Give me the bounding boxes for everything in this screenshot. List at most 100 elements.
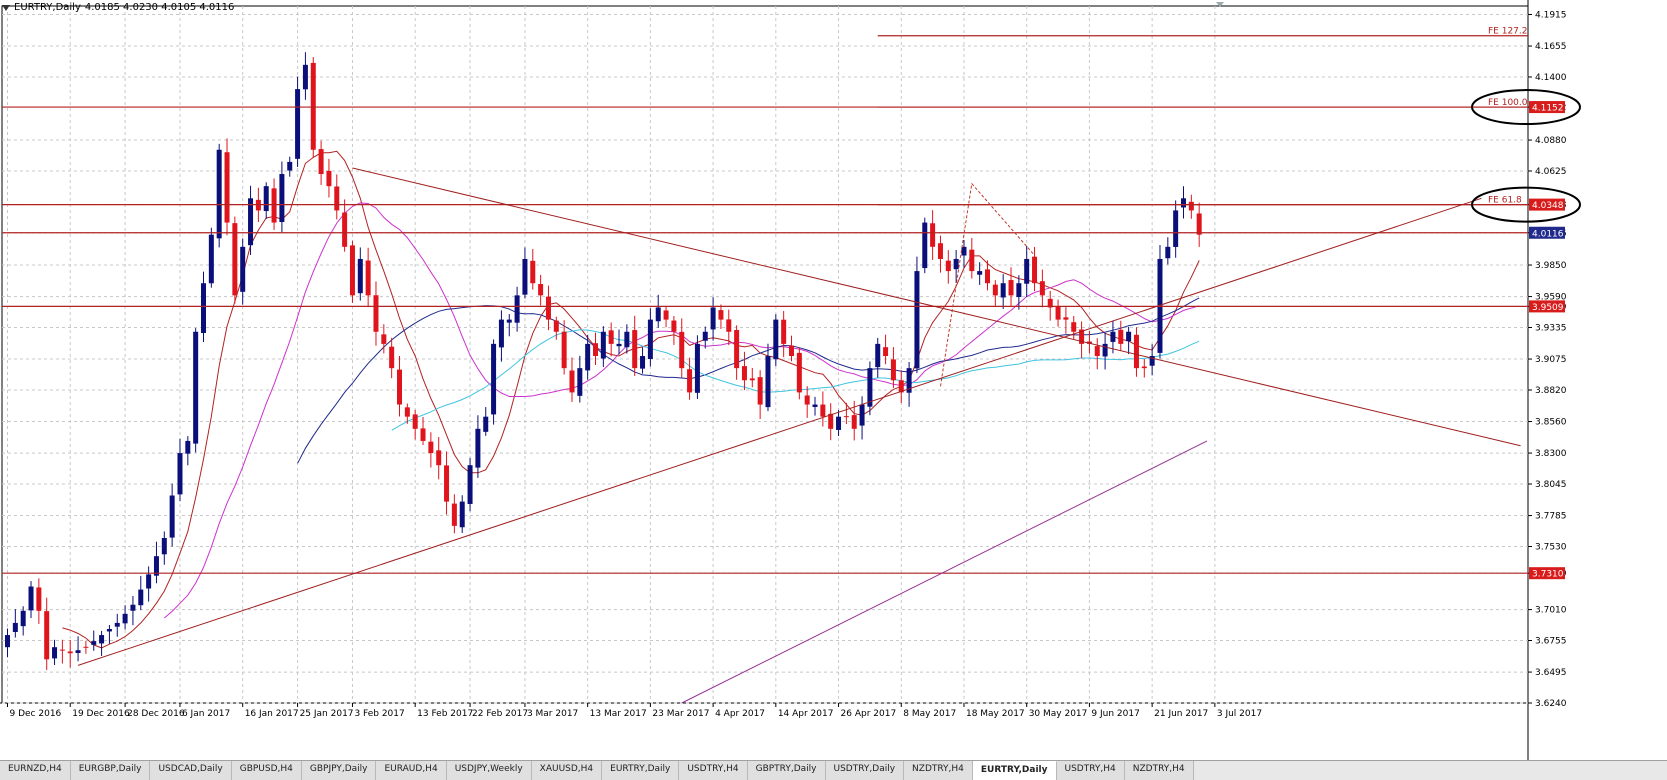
candle-body: [741, 366, 747, 381]
candle-body: [1102, 343, 1108, 357]
candle-body: [647, 319, 653, 360]
chart-tab[interactable]: EURGBP,Daily: [70, 761, 151, 780]
price-chart[interactable]: 4.1915 4.1655 4.1400 4.1152 4.0880 4.0625 4.03…: [0, 0, 1667, 760]
y-tick-label: 4.0625: [1535, 167, 1567, 177]
candle-body: [1079, 329, 1085, 344]
x-tick-label: 21 Jun 2017: [1154, 709, 1208, 719]
x-tick-label: 23 Mar 2017: [652, 709, 709, 719]
candle-body: [553, 320, 559, 332]
chart-tab[interactable]: NZDTRY,H4: [904, 761, 973, 780]
candle-body: [655, 307, 661, 322]
candle-body: [514, 295, 520, 323]
candle-body: [1165, 246, 1171, 259]
candle-body: [796, 352, 802, 393]
ohlc-readout: 4.0185 4.0230 4.0105 4.0116: [84, 2, 235, 13]
parallel-channel-line: [681, 440, 1208, 704]
chart-tab[interactable]: EURNZD,H4: [0, 761, 71, 780]
candle-body: [1055, 306, 1061, 320]
candle-body: [216, 149, 222, 239]
candle-body: [193, 331, 199, 444]
chart-tab[interactable]: USDTRY,H4: [1056, 761, 1125, 780]
candle-body: [365, 260, 371, 296]
candle-body: [224, 152, 230, 223]
price-label-text: 4.0348: [1532, 201, 1564, 211]
ma-slow-line: [297, 297, 1200, 464]
candle-body: [1126, 331, 1132, 342]
candle-body: [138, 589, 144, 606]
chart-tab[interactable]: XAUUSD,H4: [531, 761, 603, 780]
candle-body: [961, 246, 967, 256]
candle-body: [326, 170, 332, 187]
candle-body: [694, 343, 700, 393]
candles-group: [5, 52, 1202, 670]
x-tick-label: 3 Mar 2017: [527, 709, 578, 719]
chart-tab[interactable]: EURTRY,Daily: [972, 761, 1057, 780]
candle-body: [491, 343, 497, 415]
chart-tab[interactable]: USDTRY,Daily: [825, 761, 905, 780]
candle-body: [1173, 210, 1179, 247]
candle-body: [593, 343, 598, 357]
y-tick-label: 3.9075: [1535, 355, 1567, 365]
price-label-box: [1529, 101, 1565, 114]
dropdown-triangle-icon[interactable]: [2, 4, 10, 11]
chart-tab[interactable]: EURAUD,H4: [376, 761, 447, 780]
candle-body: [310, 62, 316, 150]
candle-body: [1110, 331, 1116, 342]
chart-tab[interactable]: USDJPY,Weekly: [446, 761, 532, 780]
candle-body: [530, 260, 536, 284]
candle-body: [28, 586, 34, 611]
candle-body: [985, 269, 990, 284]
y-tick-label: 3.6495: [1535, 668, 1567, 678]
fibo-expansion-label: FE 100.0: [1488, 98, 1528, 108]
candle-body: [828, 413, 834, 429]
chart-window[interactable]: 4.1915 4.1655 4.1400 4.1152 4.0880 4.0625 4.03…: [0, 0, 1667, 760]
candle-body: [99, 635, 105, 644]
candle-body: [475, 428, 481, 468]
price-label-text: 4.0116: [1532, 229, 1564, 239]
chart-tab[interactable]: USDTRY,H4: [679, 761, 748, 780]
candle-body: [1149, 356, 1155, 366]
chart-header: EURTRY,Daily 4.0185 4.0230 4.0105 4.0116: [2, 2, 234, 13]
price-label-box: [1529, 198, 1565, 211]
x-tick-label: 13 Mar 2017: [590, 709, 647, 719]
fibo-zigzag-line: [940, 182, 1035, 387]
x-tick-label: 26 Apr 2017: [841, 709, 897, 719]
chart-tab[interactable]: GBPUSD,H4: [231, 761, 302, 780]
chart-tab-bar: EURNZD,H4 EURGBP,Daily USDCAD,Daily GBPUSD,…: [0, 760, 1667, 780]
y-tick-label: 3.7530: [1535, 542, 1567, 552]
candle-body: [373, 295, 379, 332]
candle-body: [83, 646, 89, 648]
candle-body: [122, 613, 128, 624]
chart-tab[interactable]: EURTRY,Daily: [602, 761, 680, 780]
candle-body: [608, 330, 614, 344]
chart-tab[interactable]: NZDTRY,H4: [1124, 761, 1194, 780]
candle-body: [1000, 283, 1006, 298]
candle-body: [295, 89, 301, 159]
chart-tab[interactable]: GBPTRY,Daily: [747, 761, 826, 780]
x-tick-label: 22 Feb 2017: [472, 709, 528, 719]
chart-tab[interactable]: GBPJPY,Daily: [301, 761, 377, 780]
y-tick-label: 4.1655: [1535, 42, 1567, 52]
chart-tab[interactable]: USDCAD,Daily: [150, 761, 232, 780]
candle-body: [632, 330, 638, 369]
candle-body: [59, 649, 65, 651]
candle-body: [287, 161, 293, 171]
candle-body: [781, 319, 787, 344]
y-tick-label: 4.0880: [1535, 136, 1567, 146]
y-tick-label: 3.6240: [1535, 699, 1567, 709]
candle-body: [930, 223, 936, 247]
candle-body: [726, 319, 732, 332]
x-tick-label: 28 Dec 2016: [127, 709, 185, 719]
candle-body: [937, 243, 943, 259]
candle-body: [945, 260, 951, 272]
candle-body: [600, 331, 606, 359]
candle-body: [106, 628, 112, 632]
candle-body: [114, 622, 120, 627]
candle-body: [1071, 322, 1077, 332]
candle-body: [545, 296, 551, 320]
candle-body: [1141, 366, 1147, 369]
y-tick-label: 3.8820: [1535, 386, 1567, 396]
candle-body: [585, 343, 591, 371]
candle-body: [1024, 258, 1030, 284]
candle-body: [749, 378, 755, 381]
